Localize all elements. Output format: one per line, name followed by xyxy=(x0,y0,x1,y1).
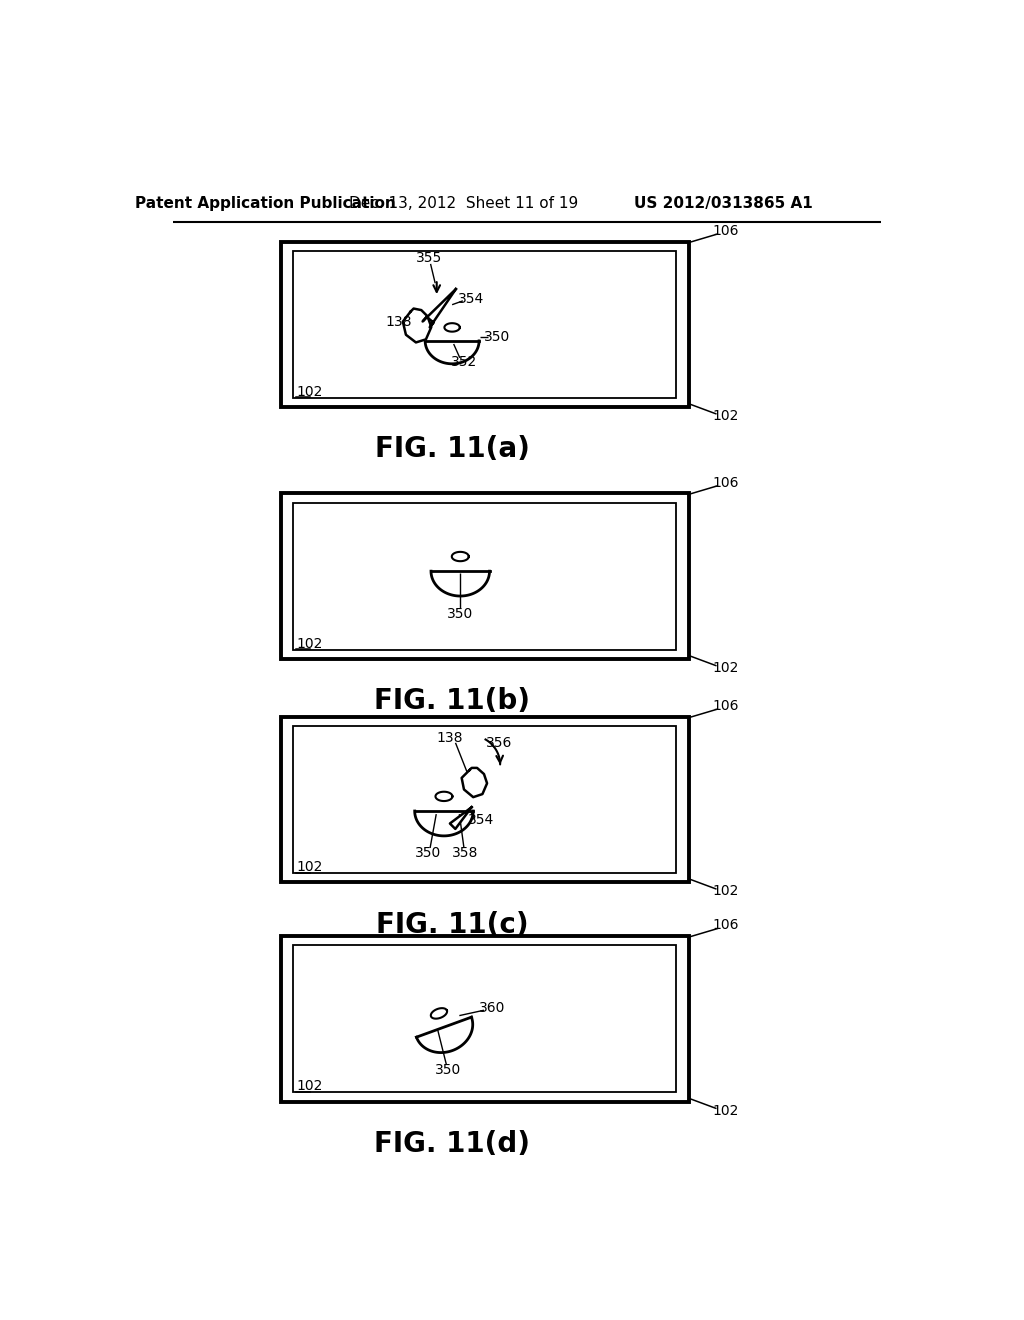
Text: 106: 106 xyxy=(713,919,739,932)
Bar xyxy=(281,494,689,659)
Text: FIG. 11(b): FIG. 11(b) xyxy=(374,688,530,715)
Bar xyxy=(293,503,677,649)
Text: 102: 102 xyxy=(713,884,739,899)
Text: 352: 352 xyxy=(451,355,477,370)
Polygon shape xyxy=(462,768,487,797)
Bar xyxy=(293,251,677,397)
Text: 354: 354 xyxy=(458,292,483,306)
Polygon shape xyxy=(415,810,473,836)
Polygon shape xyxy=(423,289,456,327)
Text: 102: 102 xyxy=(296,384,323,399)
Text: 360: 360 xyxy=(478,1001,505,1015)
Bar xyxy=(281,242,689,407)
Polygon shape xyxy=(417,1018,473,1052)
Text: 102: 102 xyxy=(713,1104,739,1118)
Text: 102: 102 xyxy=(296,636,323,651)
Bar xyxy=(281,936,689,1102)
Text: 102: 102 xyxy=(713,661,739,675)
Text: 106: 106 xyxy=(713,224,739,238)
Polygon shape xyxy=(425,341,479,364)
Text: 356: 356 xyxy=(486,735,513,750)
Text: 354: 354 xyxy=(468,813,494,828)
Polygon shape xyxy=(402,309,431,342)
Text: 355: 355 xyxy=(416,252,442,265)
Text: 350: 350 xyxy=(416,846,441,861)
Bar xyxy=(293,945,677,1093)
Text: 102: 102 xyxy=(713,409,739,424)
Text: 138: 138 xyxy=(437,731,463,746)
Text: Dec. 13, 2012  Sheet 11 of 19: Dec. 13, 2012 Sheet 11 of 19 xyxy=(348,195,578,211)
Polygon shape xyxy=(435,792,453,801)
Text: 102: 102 xyxy=(296,1080,323,1093)
Text: US 2012/0313865 A1: US 2012/0313865 A1 xyxy=(634,195,813,211)
Text: 106: 106 xyxy=(713,698,739,713)
Text: 106: 106 xyxy=(713,475,739,490)
Text: 350: 350 xyxy=(483,330,510,345)
Polygon shape xyxy=(450,807,472,829)
Text: 350: 350 xyxy=(434,1063,461,1077)
Text: FIG. 11(a): FIG. 11(a) xyxy=(375,436,529,463)
Text: FIG. 11(d): FIG. 11(d) xyxy=(374,1130,530,1158)
Polygon shape xyxy=(431,572,489,597)
Text: Patent Application Publication: Patent Application Publication xyxy=(135,195,395,211)
Polygon shape xyxy=(452,552,469,561)
Text: 102: 102 xyxy=(296,859,323,874)
Bar xyxy=(281,717,689,882)
Text: 350: 350 xyxy=(447,606,473,620)
Polygon shape xyxy=(431,1008,447,1019)
Bar xyxy=(293,726,677,873)
Text: 358: 358 xyxy=(453,846,478,861)
Polygon shape xyxy=(444,323,460,331)
Text: 138: 138 xyxy=(385,314,412,329)
Text: FIG. 11(c): FIG. 11(c) xyxy=(376,911,528,939)
